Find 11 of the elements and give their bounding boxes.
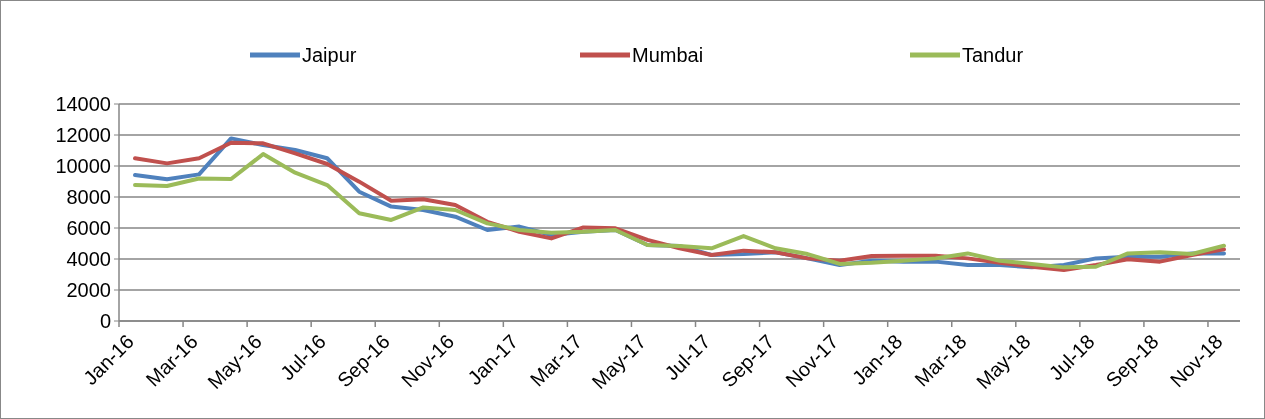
y-tick-label: 2000 [66, 279, 111, 301]
legend-label: Tandur [962, 44, 1024, 66]
y-tick-label: 12000 [55, 124, 111, 146]
y-tick-label: 0 [99, 310, 111, 332]
y-tick-label: 4000 [66, 248, 111, 270]
legend-label: Jaipur [302, 44, 357, 66]
y-tick-label: 14000 [55, 93, 111, 115]
y-tick-label: 8000 [66, 186, 111, 208]
y-tick-label: 10000 [55, 155, 111, 177]
legend-label: Mumbai [632, 44, 704, 66]
y-tick-label: 6000 [66, 217, 111, 239]
